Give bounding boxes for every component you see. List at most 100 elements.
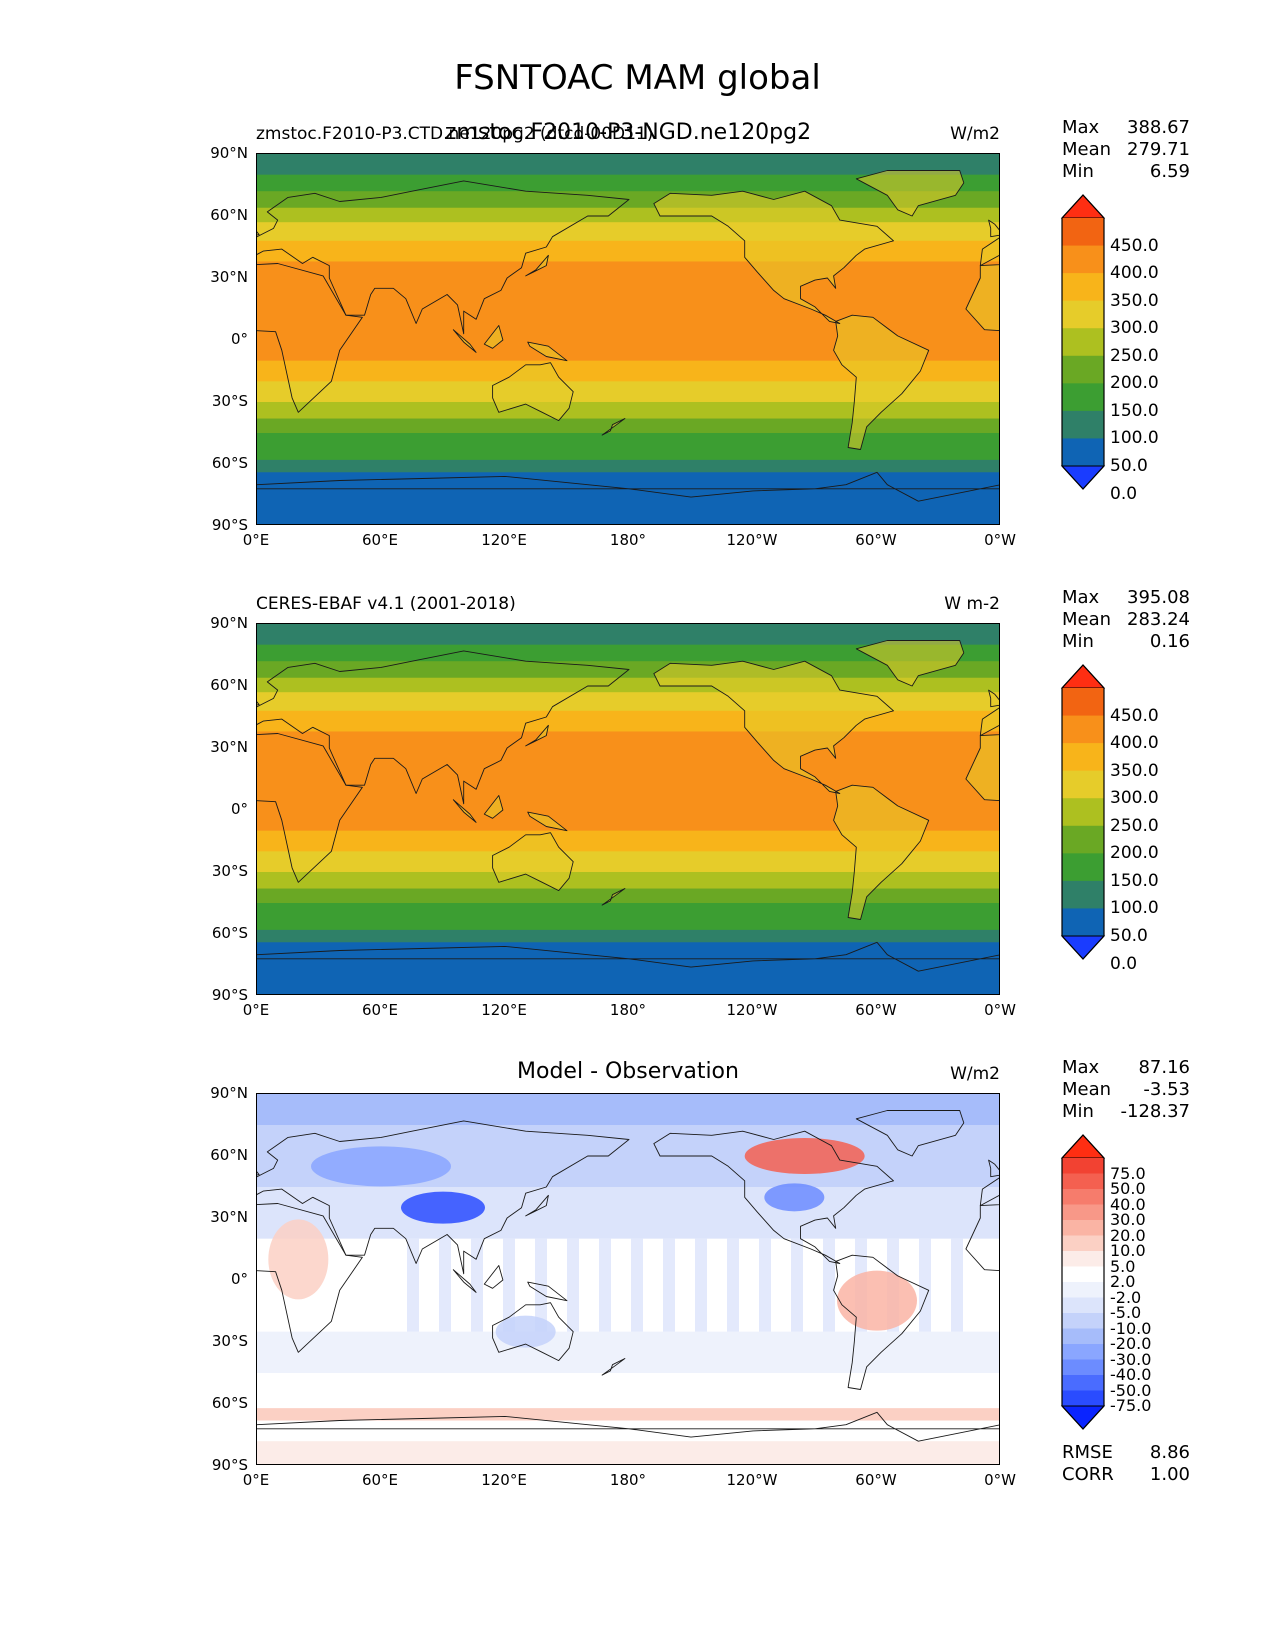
diff-tropical-stripe [407, 1238, 419, 1332]
diff-colorbar-tick: -30.0 [1110, 1349, 1152, 1369]
diff-band [257, 1094, 999, 1125]
diff-colorbar-segment [1062, 1266, 1104, 1283]
model-min-value: 6.59 [1149, 161, 1190, 182]
diff-lat-tick: 60°S [211, 1394, 248, 1412]
obs-lat-band [257, 903, 999, 918]
obs-land-shading [980, 708, 999, 736]
obs-land-shading [653, 661, 894, 794]
obs-land-shading [965, 734, 999, 801]
obs-colorbar-segment [1062, 688, 1104, 717]
obs-mean-value: 283.24 [1127, 609, 1190, 630]
diff-colorbar-swatches [1060, 1134, 1106, 1430]
obs-colorbar-segment [1062, 853, 1104, 882]
model-land-shading [525, 255, 549, 276]
obs-lat-band [257, 677, 999, 693]
diff-tropical-stripe [439, 1238, 451, 1332]
obs-lat-band [257, 624, 999, 646]
model-land-shading [484, 325, 503, 349]
obs-coastline [257, 701, 260, 706]
diff-band [257, 1408, 999, 1421]
model-land-shading [492, 362, 574, 421]
model-land-shading [965, 264, 999, 331]
obs-lat-band [257, 872, 999, 890]
model-colorbar-tick: 150.0 [1110, 400, 1159, 421]
diff-tropical-stripe [503, 1238, 515, 1332]
diff-colorbar-tick: 50.0 [1110, 1179, 1146, 1198]
obs-colorbar-tick: 100.0 [1110, 898, 1159, 919]
model-lat-band [257, 360, 999, 382]
model-lon-tick: 0°W [984, 531, 1016, 549]
obs-mean-label: Mean [1062, 609, 1112, 630]
model-colorbar-tick: 250.0 [1110, 345, 1159, 366]
model-lat-band [257, 433, 999, 448]
obs-lat-tick: 90°N [210, 614, 248, 632]
model-coastline [257, 180, 630, 335]
model-lon-tick: 120°W [726, 531, 778, 549]
diff-stats: Max 87.16 Mean -3.53 Min -128.37 [1062, 1057, 1190, 1123]
diff-colorbar-segment [1062, 1313, 1104, 1329]
obs-colorbar-segment [1062, 908, 1104, 937]
model-land-shading [527, 342, 567, 361]
obs-coastline [492, 832, 574, 892]
model-colorbar-segment [1062, 273, 1104, 302]
model-land-shading [833, 315, 929, 450]
obs-colorbar-tick: 0.0 [1110, 953, 1138, 974]
model-lat-tick: 0° [230, 330, 248, 348]
diff-tropical-stripe [663, 1238, 675, 1332]
obs-lat-band [257, 830, 999, 852]
model-lat-tick: 60°N [210, 206, 248, 224]
obs-left-title: CERES-EBAF v4.1 (2001-2018) [256, 594, 516, 614]
diff-anomaly-patch [764, 1183, 825, 1212]
obs-field [257, 624, 999, 994]
diff-anomaly-patch [744, 1138, 865, 1174]
diff-field [257, 1094, 999, 1464]
model-coastline [855, 170, 965, 217]
diff-colorbar-segment [1062, 1359, 1104, 1376]
diff-colorbar-tick: 40.0 [1110, 1194, 1146, 1214]
diff-units: W/m2 [950, 1064, 1000, 1084]
diff-colorbar-tick: 2.0 [1110, 1272, 1136, 1291]
obs-land-shading [988, 690, 999, 707]
figure-title: FSNTOAC MAM global [454, 58, 821, 98]
obs-colorbar-segment [1062, 715, 1104, 744]
obs-min-value: 0.16 [1149, 631, 1190, 652]
model-field [257, 154, 999, 524]
diff-lon-tick: 60°W [855, 1471, 897, 1489]
diff-colorbar-tick: -40.0 [1110, 1365, 1152, 1384]
obs-colorbar-tick: 150.0 [1110, 870, 1159, 891]
model-lat-band [257, 459, 999, 473]
diff-tropical-stripe [599, 1238, 611, 1332]
model-colorbar-segment [1062, 410, 1104, 439]
model-lat-band [257, 381, 999, 403]
obs-colorbar-segment [1062, 770, 1104, 799]
model-colorbar-extend-min [1060, 465, 1106, 490]
diff-coastline [452, 1269, 477, 1293]
model-colorbar-extend-max [1060, 194, 1106, 219]
obs-colorbar-tick: 300.0 [1110, 788, 1159, 809]
model-max-value: 388.67 [1127, 117, 1190, 138]
model-units: W/m2 [950, 124, 1000, 144]
model-colorbar-segment [1062, 328, 1104, 357]
diff-lat-tick: 0° [230, 1270, 248, 1288]
obs-coastline [965, 734, 999, 801]
diff-tropical-stripe [631, 1238, 643, 1332]
model-colorbar-segment [1062, 438, 1104, 467]
diff-colorbar-tick: 30.0 [1110, 1210, 1146, 1229]
model-colorbar-tick: 300.0 [1110, 318, 1159, 339]
obs-map [256, 623, 1000, 995]
diff-lon-tick: 0°W [984, 1471, 1016, 1489]
diff-colorbar-segment [1062, 1282, 1104, 1298]
obs-lat-tick: 90°S [211, 986, 248, 1004]
model-coastline [483, 325, 504, 349]
obs-max-label: Max [1062, 587, 1100, 608]
diff-colorbar-tick: -20.0 [1110, 1334, 1152, 1353]
model-coastline [653, 190, 894, 324]
obs-lon-tick: 60°W [855, 1001, 897, 1019]
obs-colorbar-tick: 250.0 [1110, 815, 1159, 836]
model-coastline [257, 231, 260, 236]
obs-coastline [527, 811, 568, 832]
model-colorbar-frame [1061, 194, 1105, 490]
model-colorbar-tick: 400.0 [1110, 263, 1159, 284]
obs-colorbar-segment [1062, 798, 1104, 827]
rmse-label: RMSE [1062, 1442, 1113, 1463]
